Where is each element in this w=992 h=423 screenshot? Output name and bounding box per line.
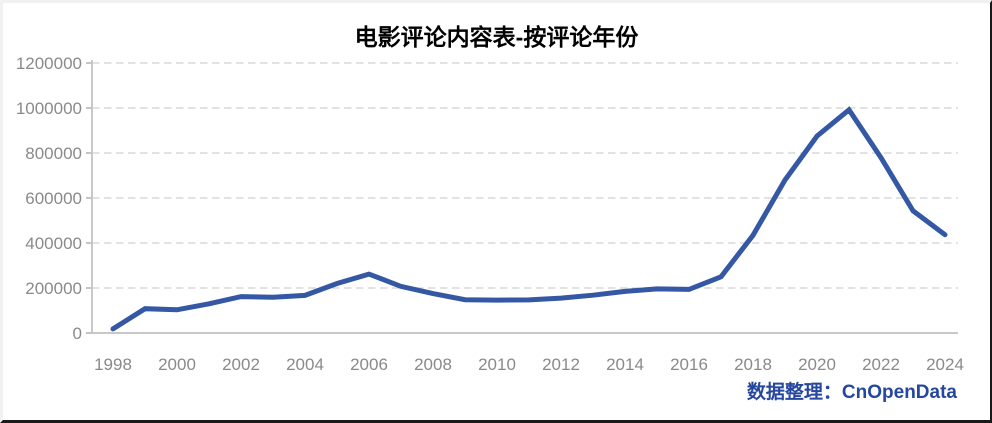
x-axis-label: 1998 — [94, 355, 132, 374]
x-axis-label: 2018 — [734, 355, 772, 374]
y-axis-label: 800000 — [25, 144, 82, 163]
y-axis-label: 200000 — [25, 279, 82, 298]
data-line-series — [110, 106, 948, 332]
x-axis-label: 2014 — [606, 355, 644, 374]
x-axis-label: 2022 — [862, 355, 900, 374]
y-axis-label: 600000 — [25, 189, 82, 208]
x-axis-label: 2016 — [670, 355, 708, 374]
x-axis-label: 2008 — [414, 355, 452, 374]
x-axis-label: 2024 — [926, 355, 964, 374]
x-axis-label: 2000 — [158, 355, 196, 374]
line-chart: 0 200000 400000 600000 800000 1000000 1200000 1… — [16, 54, 964, 374]
y-axis-label: 400000 — [25, 234, 82, 253]
x-axis-label: 2004 — [286, 355, 324, 374]
x-axis-label: 2002 — [222, 355, 260, 374]
y-axis-label: 1200000 — [16, 54, 82, 73]
footer-brand: CnOpenData — [841, 382, 957, 403]
chart-footer: 数据整理：CnOpenData — [747, 377, 957, 404]
x-axis-label: 2020 — [798, 355, 836, 374]
x-axis-label: 2010 — [478, 355, 516, 374]
y-axis-label: 1000000 — [16, 99, 82, 118]
chart-title: 电影评论内容表-按评论年份 — [354, 24, 639, 50]
x-axis-label: 2006 — [350, 355, 388, 374]
footer-label: 数据整理： — [746, 382, 842, 403]
y-axis-label: 0 — [73, 324, 82, 343]
x-axis-label: 2012 — [542, 355, 580, 374]
